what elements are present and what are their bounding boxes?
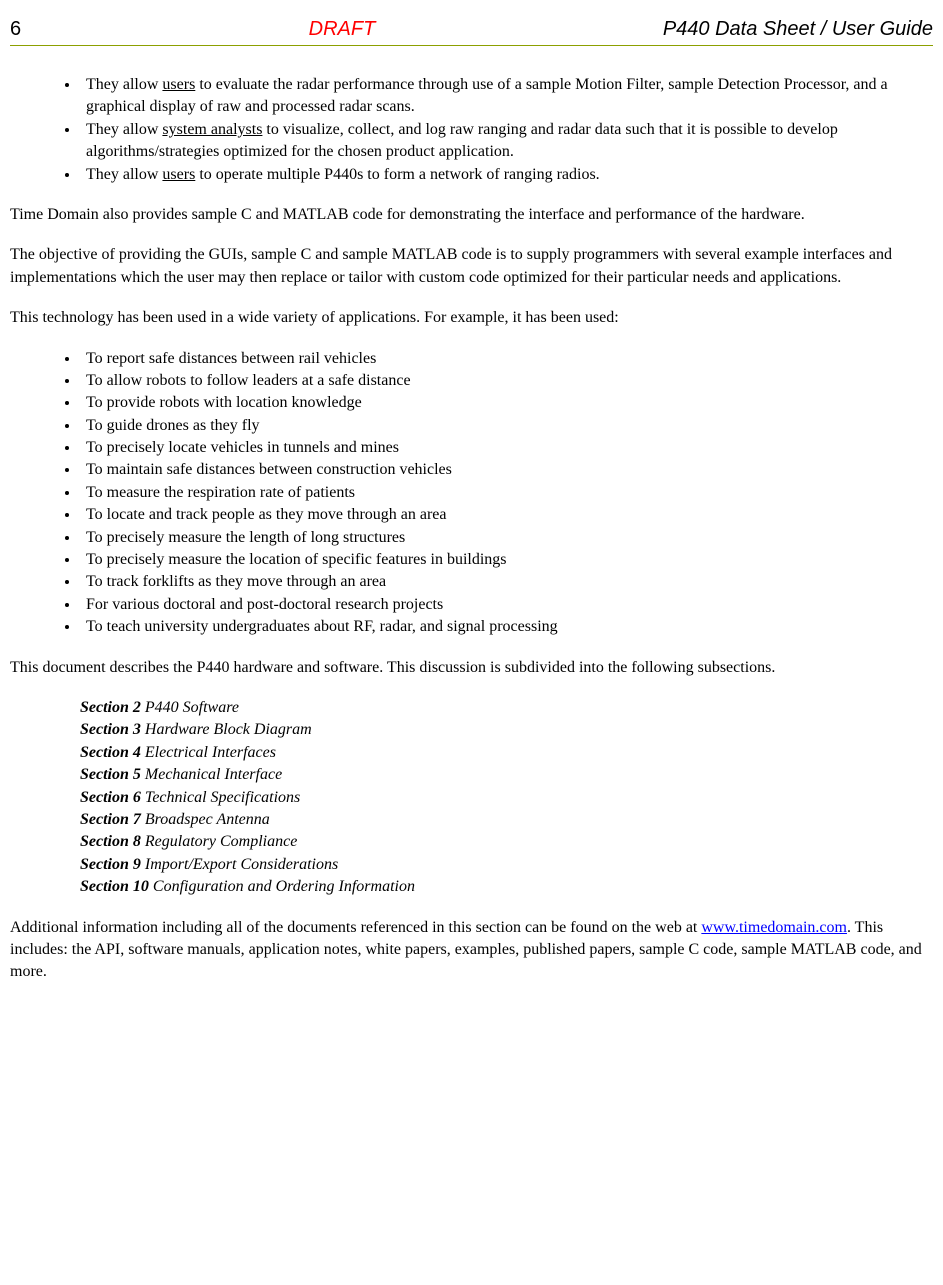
underline-text: users (162, 76, 195, 93)
section-title: Technical Specifications (141, 789, 300, 806)
section-title: Electrical Interfaces (141, 744, 276, 761)
timedomain-link[interactable]: www.timedomain.com (701, 919, 847, 936)
paragraph: Additional information including all of … (10, 917, 933, 984)
sections-list: Section 2 P440 Software Section 3 Hardwa… (80, 697, 933, 899)
section-title: Configuration and Ordering Information (149, 878, 415, 895)
section-title: Broadspec Antenna (141, 811, 270, 828)
section-label: Section 3 (80, 721, 141, 738)
section-title: P440 Software (141, 699, 239, 716)
list-item: They allow users to operate multiple P44… (80, 164, 933, 186)
list-item: To locate and track people as they move … (80, 504, 933, 526)
list-item: To precisely locate vehicles in tunnels … (80, 437, 933, 459)
section-label: Section 8 (80, 833, 141, 850)
draft-label: DRAFT (309, 15, 376, 43)
list-item: To precisely measure the length of long … (80, 527, 933, 549)
section-item: Section 7 Broadspec Antenna (80, 809, 933, 831)
list-item: To track forklifts as they move through … (80, 571, 933, 593)
section-item: Section 3 Hardware Block Diagram (80, 719, 933, 741)
text: They allow (86, 166, 162, 183)
section-item: Section 4 Electrical Interfaces (80, 742, 933, 764)
section-label: Section 9 (80, 856, 141, 873)
section-label: Section 5 (80, 766, 141, 783)
paragraph: This document describes the P440 hardwar… (10, 657, 933, 679)
list-item: To measure the respiration rate of patie… (80, 482, 933, 504)
body-content: They allow users to evaluate the radar p… (10, 74, 933, 984)
text: They allow (86, 76, 162, 93)
underline-text: system analysts (162, 121, 262, 138)
page-header: 6 DRAFT P440 Data Sheet / User Guide (10, 15, 933, 46)
list-item: For various doctoral and post-doctoral r… (80, 594, 933, 616)
section-label: Section 10 (80, 878, 149, 895)
list-item: They allow users to evaluate the radar p… (80, 74, 933, 119)
section-item: Section 5 Mechanical Interface (80, 764, 933, 786)
section-title: Hardware Block Diagram (141, 721, 312, 738)
text: Additional information including all of … (10, 919, 701, 936)
section-label: Section 7 (80, 811, 141, 828)
section-label: Section 4 (80, 744, 141, 761)
section-item: Section 6 Technical Specifications (80, 787, 933, 809)
list-item: To report safe distances between rail ve… (80, 348, 933, 370)
paragraph: Time Domain also provides sample C and M… (10, 204, 933, 226)
bullet-list-1: They allow users to evaluate the radar p… (80, 74, 933, 186)
section-item: Section 8 Regulatory Compliance (80, 831, 933, 853)
list-item: To teach university undergraduates about… (80, 616, 933, 638)
section-item: Section 2 P440 Software (80, 697, 933, 719)
doc-title: P440 Data Sheet / User Guide (663, 15, 933, 43)
section-label: Section 2 (80, 699, 141, 716)
list-item: To maintain safe distances between const… (80, 459, 933, 481)
section-title: Regulatory Compliance (141, 833, 297, 850)
list-item: To provide robots with location knowledg… (80, 392, 933, 414)
list-item: To allow robots to follow leaders at a s… (80, 370, 933, 392)
section-item: Section 10 Configuration and Ordering In… (80, 876, 933, 898)
bullet-list-2: To report safe distances between rail ve… (80, 348, 933, 639)
section-title: Mechanical Interface (141, 766, 282, 783)
underline-text: users (162, 166, 195, 183)
page-number: 6 (10, 15, 21, 43)
list-item: To precisely measure the location of spe… (80, 549, 933, 571)
section-label: Section 6 (80, 789, 141, 806)
list-item: To guide drones as they fly (80, 415, 933, 437)
paragraph: This technology has been used in a wide … (10, 307, 933, 329)
section-title: Import/Export Considerations (141, 856, 338, 873)
text: They allow (86, 121, 162, 138)
section-item: Section 9 Import/Export Considerations (80, 854, 933, 876)
paragraph: The objective of providing the GUIs, sam… (10, 244, 933, 289)
list-item: They allow system analysts to visualize,… (80, 119, 933, 164)
text: to operate multiple P440s to form a netw… (195, 166, 599, 183)
text: to evaluate the radar performance throug… (86, 76, 888, 115)
